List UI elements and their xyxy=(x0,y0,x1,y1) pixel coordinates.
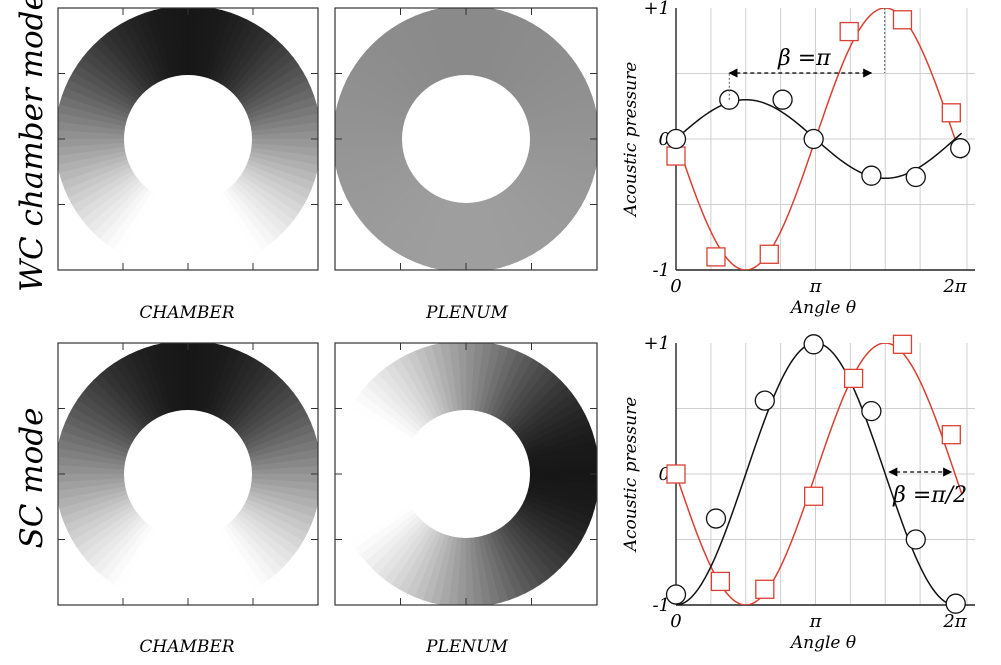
mode-label-sc: SC mode xyxy=(14,407,50,548)
x-tick-label: 0 xyxy=(670,276,681,297)
data-point-circle xyxy=(705,508,727,529)
plenum-field-sc xyxy=(334,342,598,606)
data-point-circle xyxy=(665,128,687,150)
x-tick-label: 0 xyxy=(670,611,681,632)
caption-plenum-wc: PLENUM xyxy=(425,303,508,323)
y-tick-label: +1 xyxy=(643,333,670,354)
data-point-square xyxy=(666,464,686,484)
chamber-field-sc xyxy=(57,342,319,606)
caption-chamber-sc: CHAMBER xyxy=(139,637,234,657)
y-tick-label: -1 xyxy=(652,595,670,616)
data-point-circle xyxy=(950,138,971,159)
data-point-square xyxy=(759,244,779,264)
data-point-square xyxy=(941,103,961,123)
x-axis-label: Angle θ xyxy=(789,298,856,318)
y-axis-label: Acoustic pressure xyxy=(621,397,641,554)
inner-hole xyxy=(124,75,252,203)
data-point-circle xyxy=(754,390,775,411)
data-point-circle xyxy=(861,400,882,422)
data-point-square xyxy=(843,368,864,389)
x-tick-label: 2π xyxy=(942,611,967,632)
x-tick-label: π xyxy=(809,276,823,297)
plenum-field-wc xyxy=(334,7,598,271)
data-point-square xyxy=(941,425,961,445)
phase-label: β =π/2 xyxy=(892,483,967,508)
x-axis-label: Angle θ xyxy=(789,633,856,653)
data-point-circle xyxy=(803,128,824,150)
data-point-square xyxy=(710,571,731,592)
x-tick-label: π xyxy=(809,611,823,632)
data-point-circle xyxy=(861,165,882,186)
mode-label-wc: WC chamber mode xyxy=(14,0,50,292)
data-point-square xyxy=(755,579,775,599)
inner-hole xyxy=(402,410,530,538)
inner-hole xyxy=(124,410,252,538)
caption-chamber-wc: CHAMBER xyxy=(139,303,234,323)
y-tick-label: +1 xyxy=(643,0,670,19)
data-point-circle xyxy=(665,584,687,605)
caption-plenum-sc: PLENUM xyxy=(425,637,508,657)
data-point-square xyxy=(839,21,859,42)
data-point-square xyxy=(804,486,824,506)
phase-label: β =π xyxy=(777,46,831,71)
data-point-circle xyxy=(905,166,926,188)
data-point-square xyxy=(892,10,913,30)
data-point-circle xyxy=(772,89,793,110)
y-tick-label: -1 xyxy=(652,260,670,281)
chamber-field-wc xyxy=(57,7,319,271)
data-point-square xyxy=(706,247,726,267)
data-point-circle xyxy=(905,529,926,550)
data-point-circle xyxy=(945,593,966,614)
y-tick-label: 0 xyxy=(659,464,670,485)
x-tick-label: 2π xyxy=(942,276,967,297)
inner-hole xyxy=(402,75,530,203)
data-point-square xyxy=(666,146,686,166)
y-axis-label: Acoustic pressure xyxy=(621,62,641,219)
data-point-square xyxy=(892,334,913,354)
y-tick-label: 0 xyxy=(659,129,670,150)
data-point-circle xyxy=(803,334,824,355)
